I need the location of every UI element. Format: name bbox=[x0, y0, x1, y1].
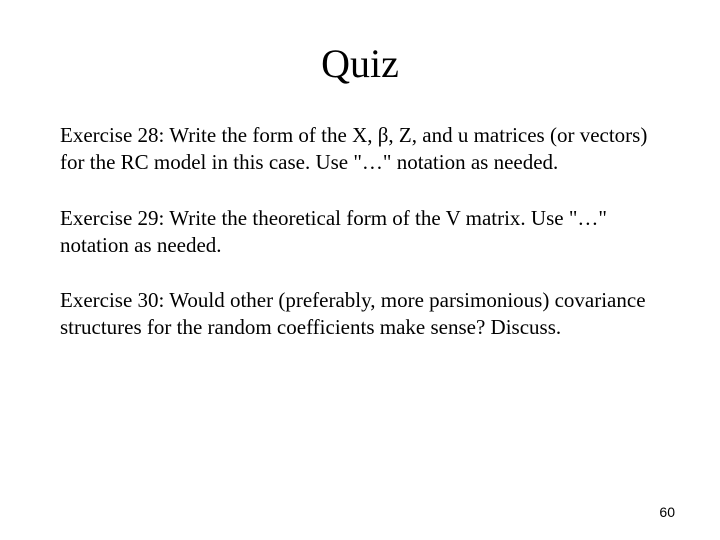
exercise-28: Exercise 28: Write the form of the X, β,… bbox=[60, 122, 660, 177]
page-number: 60 bbox=[659, 504, 675, 520]
slide-container: Quiz Exercise 28: Write the form of the … bbox=[0, 0, 720, 540]
exercise-29: Exercise 29: Write the theoretical form … bbox=[60, 205, 660, 260]
page-title: Quiz bbox=[60, 40, 660, 87]
exercise-30: Exercise 30: Would other (preferably, mo… bbox=[60, 287, 660, 342]
